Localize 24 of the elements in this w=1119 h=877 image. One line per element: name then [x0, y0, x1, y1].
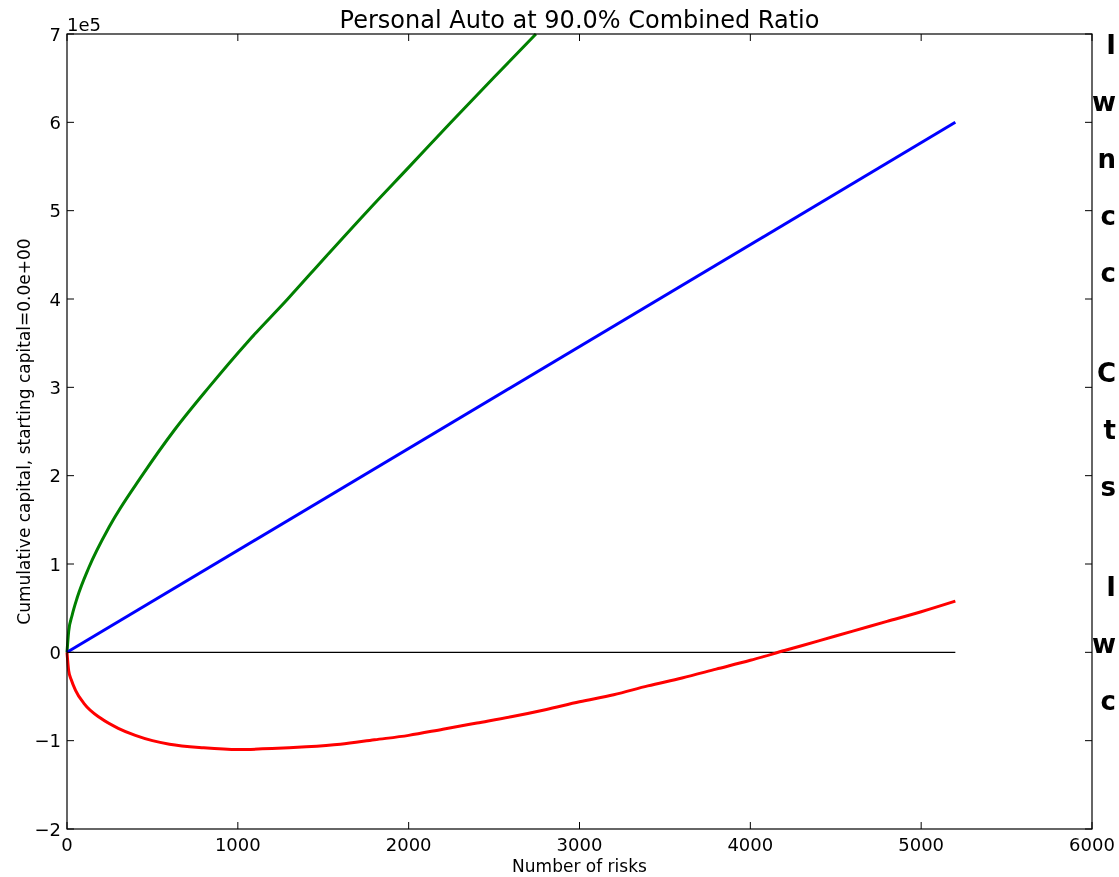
- y-tick-label: 7: [49, 23, 61, 45]
- x-tick-label: 6000: [1069, 834, 1115, 855]
- y-tick-label: 0: [49, 641, 61, 663]
- y-tick-label: 3: [49, 376, 61, 398]
- y-tick-label: 2: [49, 465, 61, 487]
- line-series: [65, 599, 957, 751]
- x-tick-label: 4000: [727, 834, 774, 855]
- y-tick-label: 4: [49, 288, 61, 310]
- chart-title: Personal Auto at 90.0% Combined Ratio: [339, 6, 820, 34]
- x-axis-title: Number of risks: [512, 856, 648, 876]
- x-tick-label: 5000: [898, 834, 945, 855]
- annotation: I w n c c: [1091, 30, 1116, 288]
- x-tick-label: 2000: [385, 834, 432, 855]
- annotation: 1e5: [67, 14, 101, 35]
- y-tick-label: 6: [49, 111, 61, 133]
- x-tick-label: 3000: [556, 834, 603, 855]
- x-tick-label: 1000: [214, 834, 261, 855]
- y-axis-title: Cumulative capital, starting capital=0.0e+00: [14, 238, 34, 625]
- y-tick-label: 1: [49, 553, 61, 575]
- y-tick-label: −2: [34, 818, 61, 840]
- y-tick-label: −1: [34, 730, 61, 752]
- y-tick-label: 5: [49, 200, 61, 222]
- annotation: I w c: [1091, 572, 1116, 716]
- text: C t s: [1096, 358, 1116, 502]
